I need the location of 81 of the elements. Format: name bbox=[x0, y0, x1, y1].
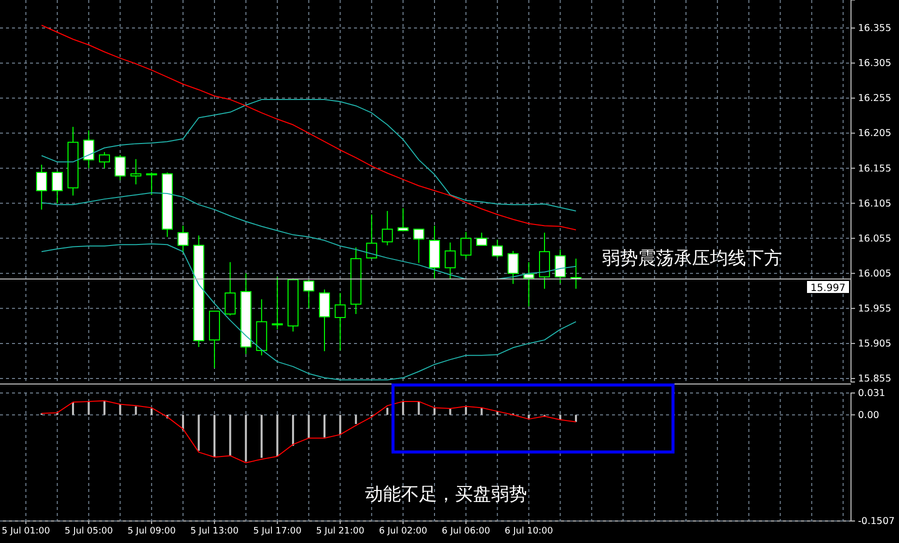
candlestick bbox=[36, 164, 48, 210]
bar bbox=[418, 401, 420, 415]
candlestick bbox=[554, 249, 566, 284]
bar bbox=[119, 404, 122, 415]
candlestick bbox=[146, 172, 158, 196]
x-tick-label: 6 Jul 10:00 bbox=[504, 526, 554, 536]
line-series bbox=[41, 400, 576, 464]
annotation: 弱势震荡承压均线下方 bbox=[602, 248, 782, 269]
line-series bbox=[41, 192, 576, 280]
bar bbox=[292, 414, 294, 446]
candlestick bbox=[398, 208, 409, 232]
candlestick bbox=[130, 158, 142, 185]
x-tick-label: 6 Jul 02:00 bbox=[378, 526, 428, 536]
bar bbox=[229, 414, 232, 456]
candlestick bbox=[413, 228, 424, 264]
y-tick-label: 16.005 bbox=[858, 268, 892, 280]
x-tick-label: 5 Jul 01:00 bbox=[2, 526, 50, 536]
candlestick bbox=[476, 232, 488, 246]
y-tick-label: 16.355 bbox=[858, 23, 892, 34]
candlestick bbox=[52, 170, 63, 204]
y-tick-label: 0.031 bbox=[858, 388, 886, 400]
x-tick-label: 5 Jul 17:00 bbox=[253, 526, 302, 536]
candlestick bbox=[444, 242, 456, 280]
candlestick bbox=[114, 154, 126, 181]
line-series bbox=[41, 24, 576, 230]
bar bbox=[449, 408, 452, 415]
y-tick-label: 15.955 bbox=[858, 303, 892, 314]
candlestick bbox=[492, 239, 503, 258]
x-tick-label: 5 Jul 13:00 bbox=[190, 526, 239, 536]
bar bbox=[574, 414, 577, 422]
bar bbox=[182, 414, 184, 430]
candlestick bbox=[460, 232, 472, 260]
candlestick bbox=[382, 210, 393, 246]
y-tick-label: 16.205 bbox=[858, 128, 892, 140]
bar bbox=[308, 414, 310, 438]
bar bbox=[134, 406, 137, 415]
bar bbox=[88, 401, 90, 415]
bar bbox=[276, 414, 278, 456]
bar bbox=[386, 408, 388, 415]
y-tick-label: -0.1507 bbox=[858, 516, 895, 528]
bar bbox=[339, 414, 342, 435]
bar bbox=[260, 414, 263, 458]
bar bbox=[323, 414, 326, 438]
bar bbox=[434, 408, 436, 415]
y-tick-label: 16.305 bbox=[858, 58, 892, 70]
bar bbox=[528, 414, 530, 418]
x-tick-label: 5 Jul 09:00 bbox=[127, 526, 176, 536]
candlestick bbox=[303, 279, 314, 309]
candlestick bbox=[83, 130, 94, 169]
candlestick bbox=[98, 152, 110, 169]
line-series bbox=[41, 99, 576, 212]
y-tick-label: 15.855 bbox=[858, 374, 892, 385]
y-tick-label: 16.155 bbox=[858, 163, 892, 174]
bar bbox=[480, 408, 483, 415]
bar bbox=[244, 414, 247, 462]
bar bbox=[150, 408, 153, 415]
candlestick bbox=[318, 288, 330, 352]
candlestick bbox=[224, 262, 236, 316]
y-tick-label: 16.255 bbox=[858, 93, 892, 104]
line-series bbox=[41, 243, 576, 380]
y-tick-label: 16.105 bbox=[858, 198, 892, 210]
bar bbox=[402, 401, 404, 415]
bar bbox=[464, 406, 467, 415]
annotation: 动能不足，买盘弱势 bbox=[365, 484, 527, 505]
y-tick-label: 16.055 bbox=[858, 233, 892, 244]
bar bbox=[198, 414, 200, 451]
y-tick-label: 15.905 bbox=[858, 338, 892, 350]
x-tick-label: 5 Jul 21:00 bbox=[316, 526, 365, 536]
bar bbox=[103, 400, 106, 415]
bar bbox=[72, 402, 74, 415]
bar bbox=[354, 414, 357, 424]
bar bbox=[213, 414, 216, 458]
x-tick-label: 5 Jul 05:00 bbox=[64, 526, 114, 536]
x-tick-label: 6 Jul 06:00 bbox=[442, 526, 490, 536]
ref-line-label: 15.997 bbox=[810, 282, 846, 294]
candlestick bbox=[334, 292, 346, 351]
candlestick bbox=[508, 250, 519, 284]
candlestick bbox=[272, 276, 283, 330]
candlestick bbox=[366, 214, 378, 260]
candlestick bbox=[178, 225, 189, 254]
y-tick-label: 0.00 bbox=[858, 410, 880, 421]
